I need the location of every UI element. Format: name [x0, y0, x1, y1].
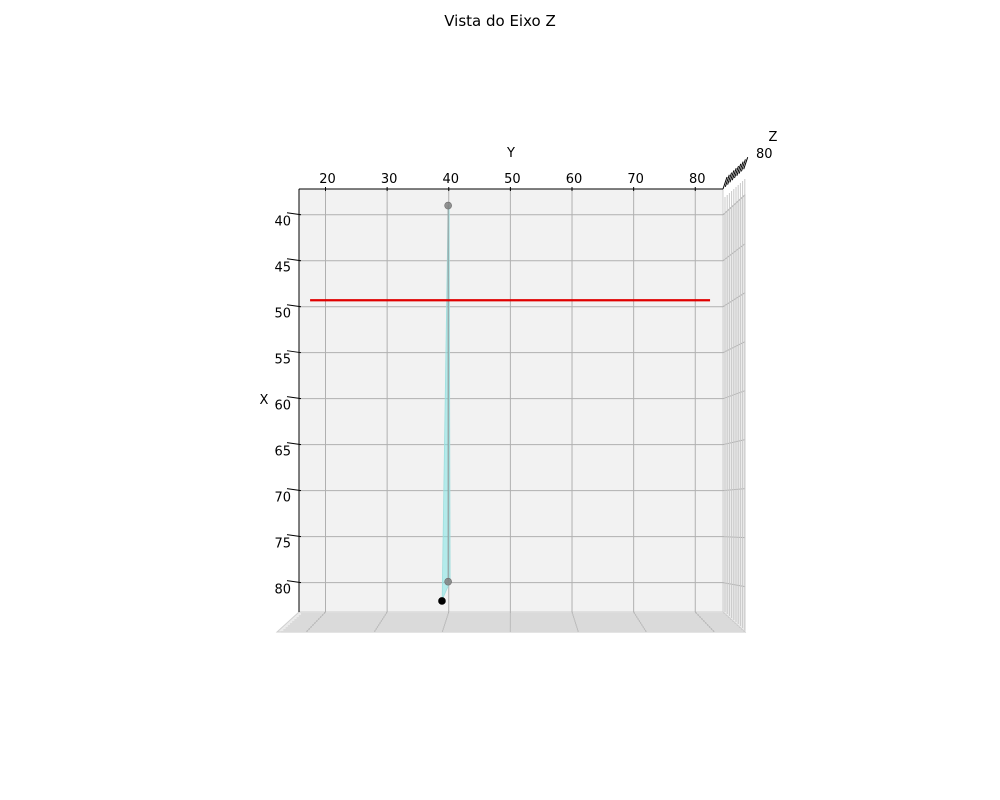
pane-tick-lines — [281, 179, 746, 633]
y-tick-label: 60 — [566, 172, 583, 187]
gray-point-marker — [444, 577, 452, 586]
x-tick-mark — [286, 442, 302, 446]
y-tick-label: 70 — [627, 172, 644, 187]
z-tick-mark — [734, 165, 739, 179]
x-tick-mark — [286, 212, 302, 216]
x-tick-label: 75 — [274, 537, 291, 552]
chart-title: Vista do Eixo Z — [444, 12, 556, 30]
x-axis-label: X — [260, 393, 269, 408]
x-tick-mark — [286, 258, 302, 262]
x-tick-mark — [286, 534, 302, 538]
y-axis-label: Y — [506, 146, 515, 161]
x-tick-mark — [286, 488, 302, 492]
z-axis-ticks — [722, 157, 749, 190]
x-tick-label: 70 — [274, 491, 291, 506]
z-axis-label: Z — [769, 130, 778, 145]
y-tick-label: 30 — [381, 172, 398, 187]
z-tick-mark — [731, 168, 737, 181]
z-tick-mark — [727, 172, 733, 185]
z-tick-mark — [740, 159, 746, 172]
x-tick-mark — [286, 350, 302, 354]
x-tick-label: 50 — [274, 307, 291, 322]
y-axis-ticks: 20 30 40 50 60 70 80 — [319, 172, 706, 191]
x-tick-label: 65 — [274, 445, 291, 460]
back-pane — [298, 188, 724, 613]
z-tick-mark — [729, 170, 735, 183]
x-tick-label: 55 — [274, 353, 291, 368]
y-tick-label: 40 — [442, 172, 459, 187]
series-layer — [310, 201, 711, 605]
y-tick-label: 20 — [319, 172, 336, 187]
z-tick-mark — [736, 163, 742, 176]
x-tick-label: 80 — [274, 583, 291, 598]
z-tick-label: 80 — [756, 147, 773, 162]
y-tick-label: 50 — [504, 172, 521, 187]
black-point-marker — [438, 597, 446, 605]
z-tick-mark — [743, 157, 749, 170]
x-tick-mark — [286, 396, 302, 400]
z-tick-mark — [738, 161, 744, 174]
z-tick-mark — [722, 176, 728, 190]
z-tick-mark — [724, 174, 730, 187]
x-tick-label: 45 — [274, 261, 291, 276]
x-tick-mark — [286, 304, 302, 308]
x-axis-ticks: 40 45 50 55 60 65 70 75 80 — [274, 212, 302, 598]
grid-lines — [299, 189, 723, 612]
x-tick-label: 60 — [274, 399, 291, 414]
x-tick-mark — [286, 580, 302, 584]
x-tick-label: 40 — [274, 215, 291, 230]
y-tick-label: 80 — [689, 172, 706, 187]
gray-point-marker — [444, 201, 452, 210]
